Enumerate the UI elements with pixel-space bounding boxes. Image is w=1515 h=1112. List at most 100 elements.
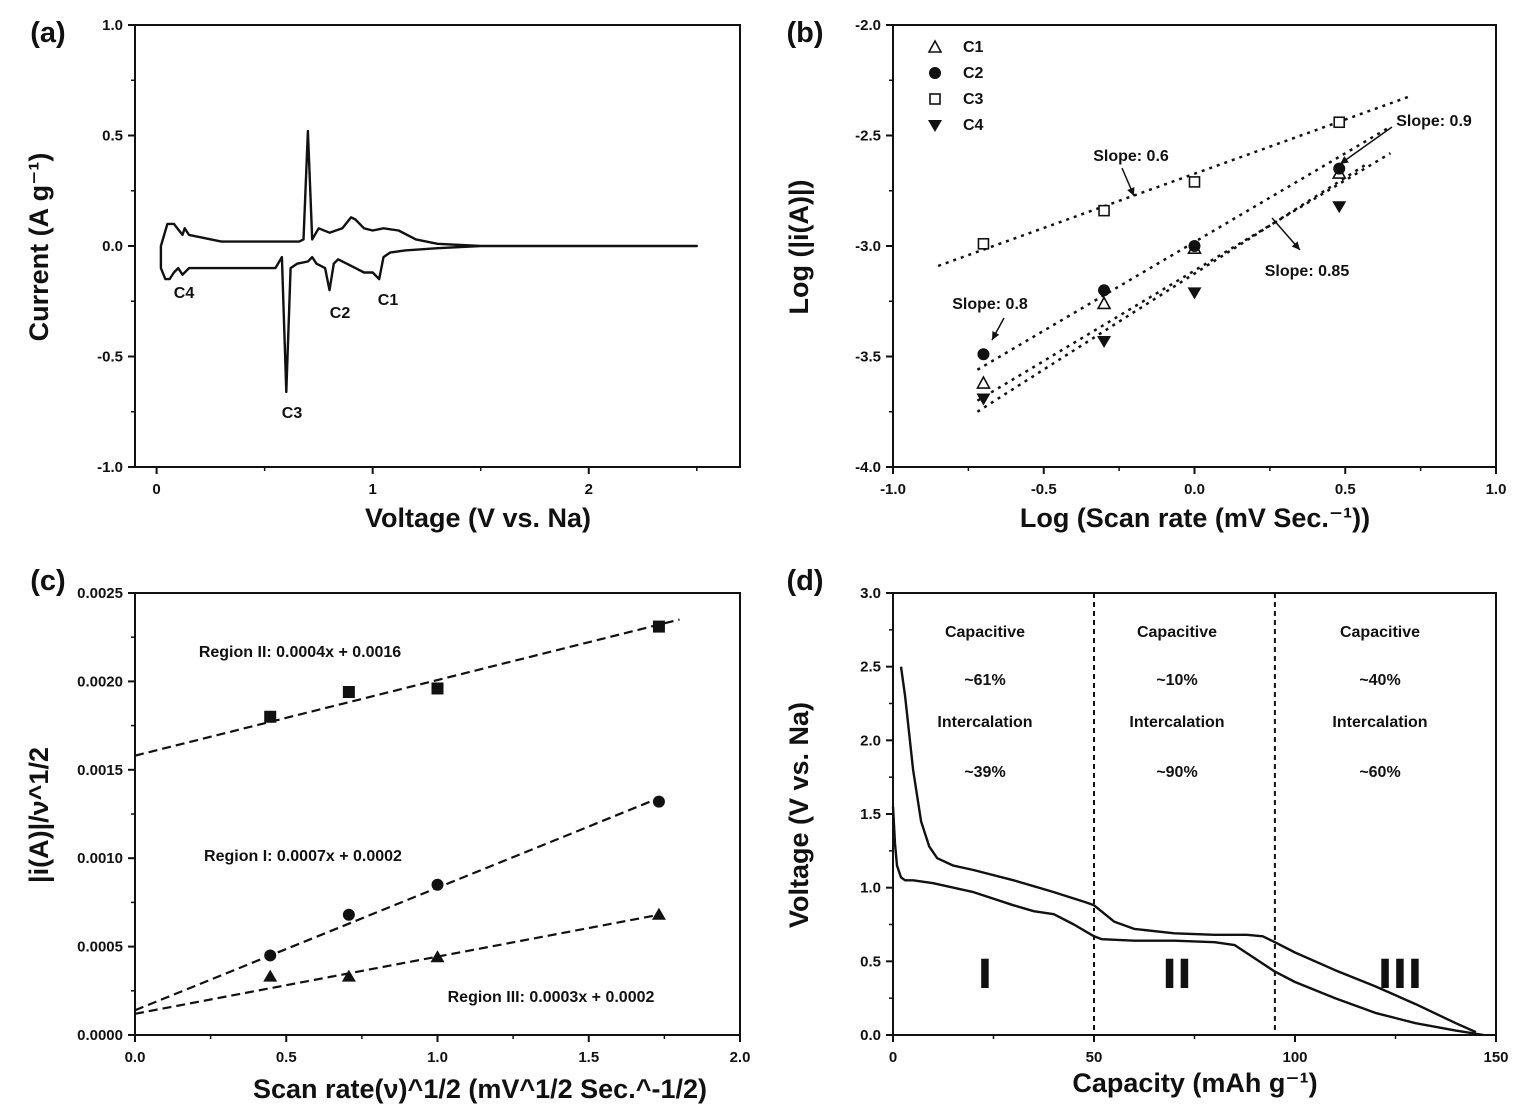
y-tick-label: -4.0 <box>855 459 881 476</box>
data-point-c3 <box>1188 176 1201 188</box>
y-tick-label: -2.0 <box>855 17 881 34</box>
y-tick-label: -3.5 <box>855 349 881 366</box>
annotation-arrow <box>1339 126 1393 165</box>
data-point-region-ii <box>264 710 277 723</box>
y-tick-label: 0.0005 <box>77 939 123 956</box>
intercalation-percent: ~90% <box>1156 764 1197 781</box>
region-ii-equation: Region II: 0.0004x + 0.0016 <box>199 644 401 661</box>
y-tick-label: 0.0 <box>860 1027 881 1044</box>
data-point-region-iii <box>263 969 278 982</box>
y-tick-label: 3.0 <box>860 585 881 602</box>
fit-line <box>976 163 1368 413</box>
capacitive-label: Capacitive <box>1340 624 1420 641</box>
x-tick-label: 1 <box>369 481 377 498</box>
data-point-c3 <box>1333 116 1346 129</box>
x-axis-title: Voltage (V vs. Na) <box>365 503 591 533</box>
arrow-head <box>1127 187 1135 196</box>
x-tick-label: 0.5 <box>1335 481 1356 498</box>
data-point-region-ii <box>431 682 444 695</box>
panel-c: 0.0 0.5 1.0 1.5 2.0 0.0000 0.0005 0.0010 0.0015 0… <box>24 565 750 1104</box>
x-tick-label: 150 <box>1483 1049 1508 1066</box>
x-tick-label: 0.5 <box>276 1049 297 1066</box>
capacitive-label: Capacitive <box>1137 624 1217 641</box>
x-tick-label: 100 <box>1282 1049 1307 1066</box>
slope-label-0-85: Slope: 0.85 <box>1265 263 1350 280</box>
data-point-region-iii <box>341 969 356 982</box>
y-tick-label: 0.0020 <box>77 673 123 690</box>
charge-curve <box>899 666 1477 1034</box>
slope-label-0-8: Slope: 0.8 <box>952 296 1028 313</box>
data-point-region-i <box>264 949 277 962</box>
fit-line <box>134 913 660 1015</box>
data-point-region-i <box>652 795 665 808</box>
intercalation-label: Intercalation <box>1332 714 1427 731</box>
panel-b: -1.0 -0.5 0.0 0.5 1.0 -4.0 -3.5 -3.0 -2.5 -2.0 (b)… <box>784 17 1506 533</box>
panel-label-d: (d) <box>786 565 823 597</box>
x-tick-label: -0.5 <box>1031 481 1057 498</box>
cv-curve <box>159 129 698 394</box>
y-tick-label: 0.0025 <box>77 585 123 602</box>
legend-marker-c4 <box>928 120 942 132</box>
data-point-region-i <box>342 908 355 921</box>
discharge-curve <box>891 806 1485 1037</box>
x-tick-label: 0 <box>152 481 160 498</box>
legend-marker-c1 <box>927 39 943 53</box>
data-point-c4 <box>1187 287 1202 300</box>
y-tick-label: -2.5 <box>855 128 881 145</box>
panel-label-b: (b) <box>786 17 823 49</box>
legend-label-c4: C4 <box>963 117 984 134</box>
y-tick-label: -1.0 <box>97 459 123 476</box>
panel-label-c: (c) <box>30 565 65 597</box>
region-numeral: II <box>1162 952 1192 998</box>
capacitive-percent: ~10% <box>1156 672 1197 689</box>
y-tick-label: 1.0 <box>860 880 881 897</box>
y-axis-title: Voltage (V vs. Na) <box>784 702 814 928</box>
y-tick-label: -3.0 <box>855 238 881 255</box>
peak-label-c3: C3 <box>282 405 303 422</box>
y-tick-label: 1.0 <box>102 17 123 34</box>
x-tick-label: -1.0 <box>880 481 906 498</box>
data-point-c1 <box>976 375 991 389</box>
intercalation-percent: ~39% <box>964 764 1005 781</box>
legend-label-c2: C2 <box>963 65 984 82</box>
x-tick-label: 1.5 <box>578 1049 599 1066</box>
data-point-c2 <box>1098 284 1111 297</box>
arrow-head <box>1291 241 1300 250</box>
x-tick-label: 0.0 <box>125 1049 146 1066</box>
legend-label-c1: C1 <box>963 39 984 56</box>
x-axis-title: Scan rate(ν)^1/2 (mV^1/2 Sec.^-1/2) <box>253 1074 707 1104</box>
peak-label-c2: C2 <box>330 305 351 322</box>
data-point-c2 <box>1333 162 1346 175</box>
x-axis-title: Capacity (mAh g⁻¹) <box>1072 1068 1317 1098</box>
x-tick-label: 2.0 <box>730 1049 751 1066</box>
y-tick-label: 0.5 <box>860 953 881 970</box>
fit-line <box>134 797 660 1012</box>
fit-line <box>134 618 680 757</box>
y-axis-title: Current (A g⁻¹) <box>24 153 54 342</box>
arrow-head <box>992 331 1000 340</box>
capacitive-percent: ~40% <box>1359 672 1400 689</box>
x-tick-label: 0 <box>889 1049 897 1066</box>
y-tick-label: 2.5 <box>860 659 881 676</box>
data-point-c1 <box>1096 295 1112 310</box>
panel-a: 0 1 2 -1.0 -0.5 0.0 0.5 1.0 (a) Voltage (V vs. Na… <box>24 17 741 533</box>
y-tick-label: 0.5 <box>102 128 123 145</box>
y-tick-label: 2.0 <box>860 732 881 749</box>
data-point-region-i <box>431 878 444 891</box>
slope-label-0-6: Slope: 0.6 <box>1093 148 1169 165</box>
y-tick-label: -0.5 <box>97 349 123 366</box>
data-point-region-ii <box>652 620 665 633</box>
fit-line <box>976 152 1392 402</box>
panel-label-a: (a) <box>30 17 65 49</box>
capacitive-percent: ~61% <box>964 672 1005 689</box>
region-numeral: III <box>1378 952 1423 998</box>
x-tick-label: 50 <box>1086 1049 1103 1066</box>
panel-d: 0 50 100 150 0.0 0.5 1.0 1.5 2.0 2.5 3.0 (d) Capacit… <box>784 565 1509 1098</box>
y-tick-label: 0.0000 <box>77 1027 123 1044</box>
x-tick-label: 2 <box>585 481 593 498</box>
data-point-c3 <box>977 237 990 250</box>
capacitive-label: Capacitive <box>945 624 1025 641</box>
data-point-region-iii <box>430 950 445 963</box>
intercalation-percent: ~60% <box>1359 764 1400 781</box>
